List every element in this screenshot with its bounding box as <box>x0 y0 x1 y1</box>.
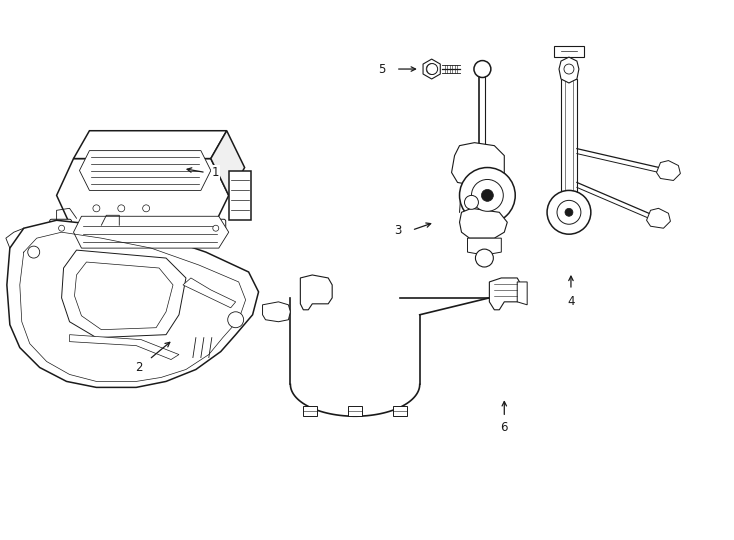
Circle shape <box>465 195 479 210</box>
Polygon shape <box>229 171 250 220</box>
Circle shape <box>471 179 504 211</box>
Polygon shape <box>62 250 186 338</box>
Polygon shape <box>300 275 333 310</box>
Polygon shape <box>7 220 258 387</box>
Polygon shape <box>451 143 504 185</box>
Polygon shape <box>459 208 507 238</box>
Polygon shape <box>647 208 670 228</box>
Polygon shape <box>263 302 291 322</box>
Polygon shape <box>468 238 501 255</box>
Circle shape <box>565 208 573 217</box>
Circle shape <box>213 225 219 231</box>
Text: 6: 6 <box>501 421 508 434</box>
Polygon shape <box>70 335 179 360</box>
Circle shape <box>482 190 493 201</box>
Circle shape <box>557 200 581 224</box>
Circle shape <box>142 205 150 212</box>
Polygon shape <box>656 160 680 180</box>
Polygon shape <box>561 79 577 202</box>
Text: 2: 2 <box>136 361 143 374</box>
Circle shape <box>547 191 591 234</box>
Polygon shape <box>57 159 229 232</box>
Circle shape <box>426 64 437 75</box>
Text: 3: 3 <box>394 224 401 237</box>
Circle shape <box>459 167 515 223</box>
Circle shape <box>474 60 491 78</box>
Circle shape <box>228 312 244 328</box>
Polygon shape <box>73 131 227 159</box>
Polygon shape <box>211 131 244 195</box>
Circle shape <box>59 225 65 231</box>
Circle shape <box>117 205 125 212</box>
Text: 5: 5 <box>378 63 385 76</box>
Polygon shape <box>183 278 236 308</box>
Polygon shape <box>393 406 407 416</box>
Polygon shape <box>517 282 527 305</box>
Polygon shape <box>554 46 584 57</box>
Polygon shape <box>348 406 362 416</box>
Polygon shape <box>73 217 229 248</box>
Circle shape <box>28 246 40 258</box>
Polygon shape <box>75 262 173 330</box>
FancyBboxPatch shape <box>50 219 71 237</box>
Circle shape <box>564 64 574 74</box>
Text: 4: 4 <box>567 295 575 308</box>
Polygon shape <box>303 406 317 416</box>
Circle shape <box>476 249 493 267</box>
Polygon shape <box>490 278 521 310</box>
Text: 1: 1 <box>212 166 219 179</box>
Circle shape <box>93 205 100 212</box>
Polygon shape <box>423 59 440 79</box>
Polygon shape <box>559 57 579 83</box>
Circle shape <box>426 64 437 75</box>
FancyBboxPatch shape <box>204 219 226 237</box>
Polygon shape <box>79 151 211 191</box>
